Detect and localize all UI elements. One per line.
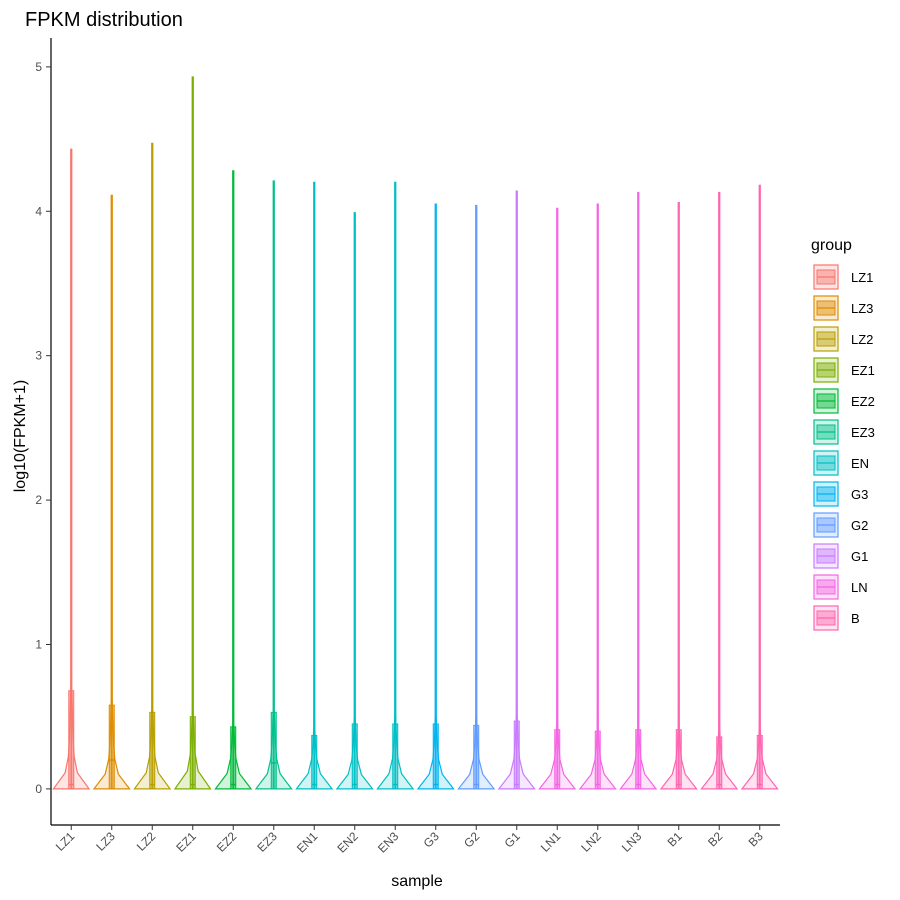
x-tick-label: LN3 xyxy=(619,829,645,855)
x-axis: LZ1 LZ3 LZ2 EZ1 EZ2 EZ3 EN1 EN2 EN3 G3 G2 G1 LN1 LN2 L… xyxy=(51,824,780,856)
x-tick-label: LZ2 xyxy=(134,829,159,854)
legend-item-LZ3: LZ3 xyxy=(811,293,873,323)
chart-title: FPKM distribution xyxy=(25,9,183,31)
x-tick-label: G1 xyxy=(502,829,523,850)
x-tick-label: EN1 xyxy=(294,829,321,856)
x-tick-label: LZ1 xyxy=(53,829,78,854)
violin-EN2 xyxy=(335,212,374,790)
y-tick-label: 0 xyxy=(35,782,42,796)
box xyxy=(716,736,723,790)
box xyxy=(311,734,318,790)
legend-label: EZ3 xyxy=(851,425,875,440)
legend-item-EZ2: EZ2 xyxy=(811,386,875,416)
violin-EZ3 xyxy=(254,180,293,790)
x-tick-label: EZ3 xyxy=(254,829,280,855)
box xyxy=(635,729,642,790)
violin-B2 xyxy=(700,191,739,790)
box xyxy=(189,716,196,790)
box xyxy=(554,729,561,790)
legend-item-EN: EN xyxy=(811,448,869,478)
box xyxy=(230,726,237,790)
legend-label: LN xyxy=(851,580,868,595)
box xyxy=(432,723,439,790)
box xyxy=(108,704,115,790)
x-tick-label: LN1 xyxy=(538,829,564,855)
legend-item-LZ2: LZ2 xyxy=(811,324,873,354)
legend-item-B: B xyxy=(811,603,860,633)
box xyxy=(756,734,763,790)
legend-item-LZ1: LZ1 xyxy=(811,262,873,292)
x-tick-label: G2 xyxy=(461,829,482,850)
violin-LZ1 xyxy=(52,148,91,790)
box xyxy=(392,723,399,790)
violin-LN3 xyxy=(619,191,658,790)
box xyxy=(473,724,480,790)
x-tick-label: B1 xyxy=(665,829,686,850)
legend-title: group xyxy=(811,237,852,254)
violin-LZ3 xyxy=(92,194,131,790)
legend-label: EZ2 xyxy=(851,394,875,409)
box xyxy=(351,723,358,790)
legend-label: B xyxy=(851,611,860,626)
plot-area xyxy=(52,76,779,790)
box xyxy=(594,730,601,790)
y-tick-label: 5 xyxy=(35,60,42,74)
violin-G1 xyxy=(497,190,536,790)
x-tick-label: LZ3 xyxy=(93,829,118,854)
violin-LZ2 xyxy=(133,142,172,790)
violin-G2 xyxy=(457,204,496,790)
legend-item-G1: G1 xyxy=(811,541,868,571)
legend-label: LZ1 xyxy=(851,270,873,285)
violin-EN3 xyxy=(376,181,415,790)
x-tick-label: EZ1 xyxy=(173,829,199,855)
legend-item-G2: G2 xyxy=(811,510,868,540)
y-tick-label: 4 xyxy=(35,204,42,218)
violin-EZ1 xyxy=(173,76,212,790)
legend-item-G3: G3 xyxy=(811,479,868,509)
violin-LN2 xyxy=(578,203,617,790)
violin-G3 xyxy=(416,203,455,790)
y-axis: 0 1 2 3 4 5 xyxy=(35,38,52,825)
legend-label: EZ1 xyxy=(851,363,875,378)
legend-label: G3 xyxy=(851,487,868,502)
legend-label: G2 xyxy=(851,518,868,533)
legend-label: G1 xyxy=(851,549,868,564)
box xyxy=(149,711,156,790)
legend-label: EN xyxy=(851,456,869,471)
legend-label: LZ2 xyxy=(851,332,873,347)
violin-EN1 xyxy=(295,181,334,790)
x-tick-label: EN3 xyxy=(375,829,402,856)
box xyxy=(68,690,75,790)
violin-B1 xyxy=(659,202,698,790)
x-tick-label: G3 xyxy=(421,829,442,850)
x-tick-label: EN2 xyxy=(334,829,361,856)
box xyxy=(513,720,520,790)
x-tick-label: EZ2 xyxy=(214,829,240,855)
legend-item-EZ3: EZ3 xyxy=(811,417,875,447)
x-tick-label: B2 xyxy=(705,829,726,850)
violin-EZ2 xyxy=(214,170,253,790)
legend-label: LZ3 xyxy=(851,301,873,316)
y-tick-label: 2 xyxy=(35,493,42,507)
violin-LN1 xyxy=(538,207,577,790)
y-tick-label: 3 xyxy=(35,349,42,363)
box xyxy=(270,711,277,790)
violin-B3 xyxy=(740,184,779,790)
legend-item-LN: LN xyxy=(811,572,868,602)
box xyxy=(675,729,682,790)
y-tick-label: 1 xyxy=(35,637,42,651)
legend-item-EZ1: EZ1 xyxy=(811,355,875,385)
legend: group LZ1 LZ3 LZ2 EZ1 EZ2 EZ3 EN G3 G2 G1 LN B xyxy=(811,237,875,633)
x-tick-label: LN2 xyxy=(578,829,604,855)
x-axis-title: sample xyxy=(391,873,443,890)
x-tick-label: B3 xyxy=(746,829,767,850)
y-axis-title: log10(FPKM+1) xyxy=(12,380,29,493)
